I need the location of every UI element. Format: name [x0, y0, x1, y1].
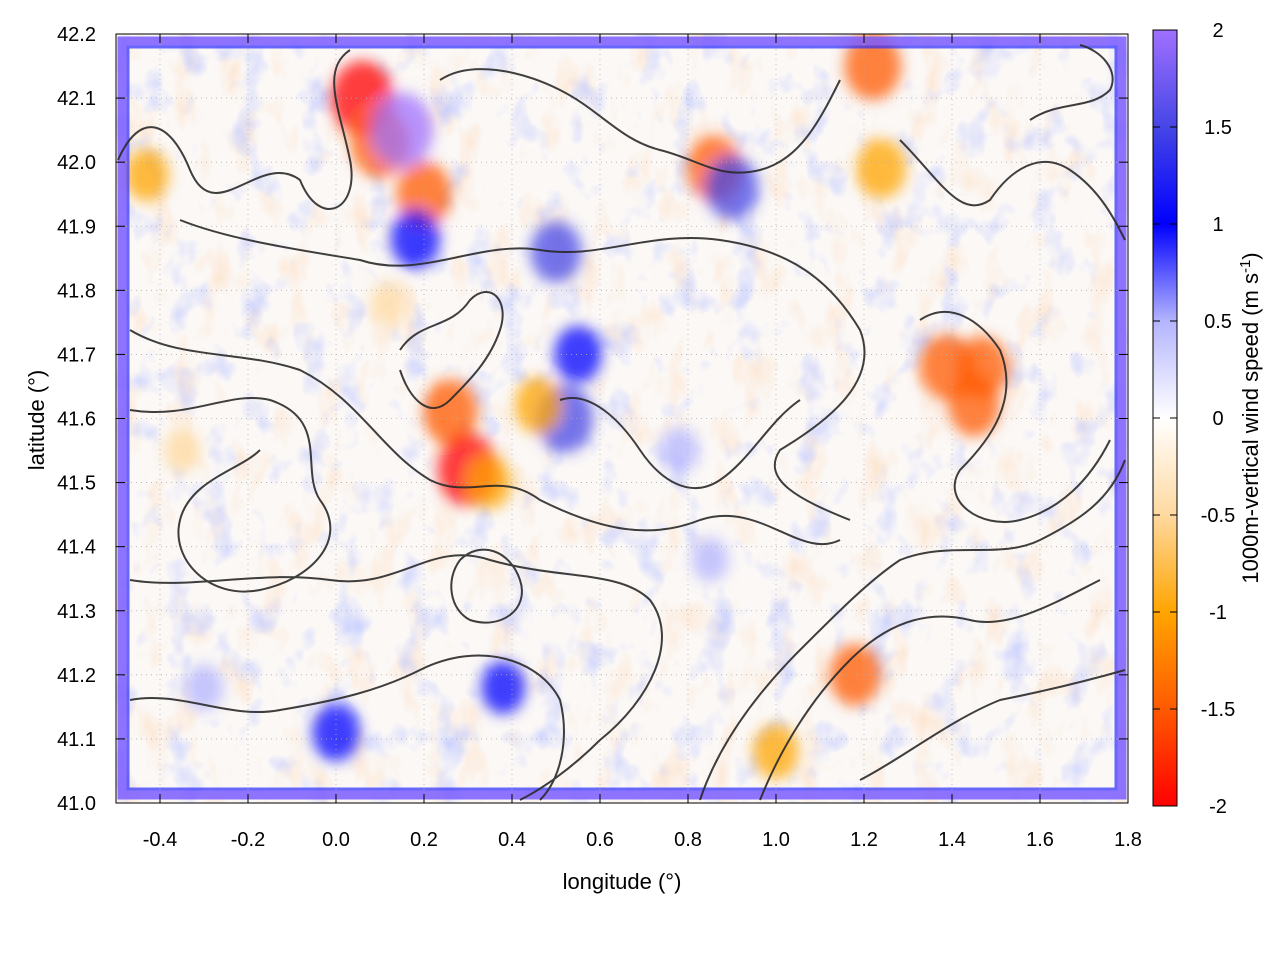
- contour-line: [129, 554, 663, 801]
- colorbar-tick-label: 1: [1212, 214, 1223, 236]
- x-tick-label: 0.2: [410, 829, 438, 851]
- colorbar-tick-label: 0.5: [1204, 311, 1232, 333]
- grid-lines: [116, 34, 1128, 803]
- contour-line: [129, 329, 841, 546]
- colorbar-tick-label: -2: [1209, 796, 1227, 818]
- field-feature: [957, 336, 1009, 399]
- field-feature: [370, 280, 408, 326]
- colorbar-tick-label: -1: [1209, 602, 1227, 624]
- contour-line: [129, 654, 565, 801]
- colorbar-label: 1000m-vertical wind speed (m s-1): [1237, 252, 1263, 583]
- y-tick-label: 42.2: [57, 24, 96, 46]
- y-tick-label: 42.1: [57, 88, 96, 110]
- field-feature: [691, 537, 729, 582]
- x-tick-label: -0.2: [231, 829, 265, 851]
- contour-line: [450, 548, 523, 624]
- field-feature: [312, 703, 360, 762]
- x-tick-label: 1.0: [762, 829, 790, 851]
- field-feature: [422, 379, 478, 446]
- x-tick-label: 1.4: [938, 829, 966, 851]
- field-feature: [659, 427, 699, 474]
- colorbar-tick-label: 2: [1212, 20, 1223, 42]
- contour-line: [899, 139, 1126, 241]
- field-feature: [705, 155, 759, 220]
- x-tick-label: 1.2: [850, 829, 878, 851]
- contour-line: [179, 219, 866, 521]
- y-tick-label: 41.1: [57, 729, 96, 751]
- field-feature: [184, 664, 224, 711]
- contour-line: [919, 310, 1111, 523]
- x-tick-label: 0.4: [498, 829, 526, 851]
- y-tick-label: 41.9: [57, 216, 96, 238]
- colorbar-tick-label: -0.5: [1201, 505, 1235, 527]
- field-feature: [844, 34, 902, 101]
- x-tick-label: 0.0: [322, 829, 350, 851]
- x-axis: -0.4 -0.2 0.0 0.2 0.4 0.6 0.8 1.0 1.2 1.4 1.6 1.8: [143, 34, 1142, 851]
- field-feature: [163, 428, 201, 473]
- field-feature: [829, 643, 881, 706]
- y-tick-label: 41.0: [57, 793, 96, 815]
- colorbar: 2 1.5 1 0.5 0 -0.5 -1 -1.5 -2 1000m-vertical win…: [1152, 20, 1263, 818]
- field-feature: [390, 209, 441, 269]
- contour-line: [117, 49, 353, 210]
- field-features: [124, 34, 1009, 780]
- y-tick-label: 41.7: [57, 344, 96, 366]
- y-axis: 41.0 41.1 41.2 41.3 41.4 41.5 41.6 41.7 41.8 41.9…: [57, 24, 1128, 815]
- y-tick-label: 42.0: [57, 152, 96, 174]
- y-tick-label: 41.6: [57, 409, 96, 431]
- colorbar-tick-label: 1.5: [1204, 117, 1232, 139]
- x-tick-label: 0.8: [674, 829, 702, 851]
- y-tick-label: 41.3: [57, 601, 96, 623]
- field-feature: [481, 661, 526, 715]
- boundary-frame-inner: [126, 45, 1118, 791]
- field-feature: [467, 456, 513, 510]
- x-tick-label: 0.6: [586, 829, 614, 851]
- contour-line: [1029, 44, 1114, 121]
- contour-line: [399, 290, 504, 410]
- y-tick-label: 41.8: [57, 280, 96, 302]
- contour-line: [439, 68, 841, 174]
- y-axis-label: latitude (°): [24, 370, 49, 471]
- field-feature: [124, 148, 169, 202]
- y-tick-label: 41.5: [57, 473, 96, 495]
- field-feature: [856, 138, 907, 199]
- contour-line: [699, 459, 1126, 801]
- field-feature: [514, 377, 563, 435]
- field-feature: [753, 724, 799, 780]
- field-feature: [370, 92, 434, 168]
- contour-line: [759, 579, 1101, 801]
- colorbar-ticks: 2 1.5 1 0.5 0 -0.5 -1 -1.5 -2: [1153, 20, 1235, 818]
- colorbar-tick-label: -1.5: [1201, 699, 1235, 721]
- contour-line: [129, 396, 332, 593]
- field-feature: [554, 325, 602, 384]
- colorbar-tick-label: 0: [1212, 408, 1223, 430]
- contour-lines: [117, 44, 1126, 801]
- x-tick-label: 1.6: [1026, 829, 1054, 851]
- x-tick-label: -0.4: [143, 829, 177, 851]
- y-tick-label: 41.2: [57, 665, 96, 687]
- y-tick-label: 41.4: [57, 537, 96, 559]
- contour-line: [559, 397, 801, 490]
- heatmap-field: [116, 34, 1128, 803]
- x-tick-label: 1.8: [1114, 829, 1142, 851]
- x-axis-label: longitude (°): [563, 869, 682, 894]
- contour-line: [859, 669, 1126, 781]
